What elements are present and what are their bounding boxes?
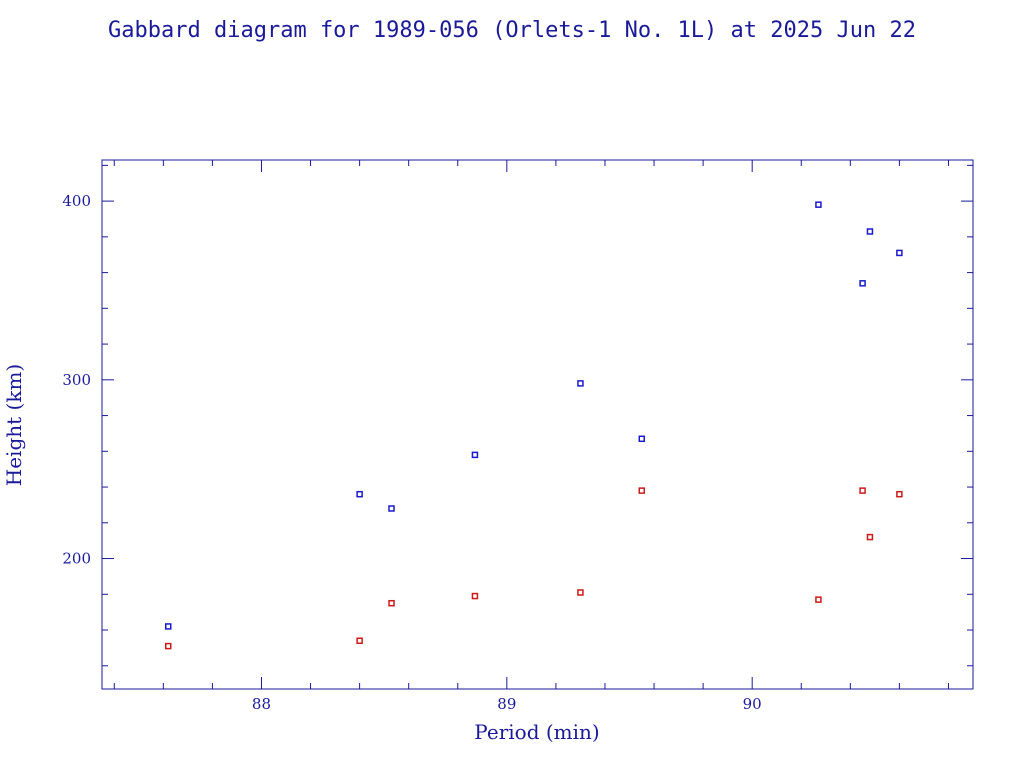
apogee-point	[896, 249, 903, 257]
y-tick-label: 300	[62, 371, 91, 389]
axis-ticks	[102, 160, 973, 689]
apogee-point	[638, 435, 646, 443]
x-tick-label: 88	[252, 695, 271, 713]
y-tick-label: 200	[62, 550, 91, 568]
perigee-point	[896, 490, 903, 498]
apogee-point	[859, 280, 866, 287]
apogee-point	[866, 228, 874, 235]
apogee-point	[356, 490, 363, 498]
apogee-point	[577, 380, 584, 387]
perigee-point	[388, 599, 395, 607]
perigee-point	[164, 642, 172, 650]
x-tick-label: 90	[743, 695, 762, 713]
apogee-point	[815, 201, 822, 208]
perigee-point	[577, 589, 584, 596]
axis-tick-labels: 88 89 90 200 300 400	[62, 192, 761, 713]
data-points	[164, 201, 903, 650]
chart-title: Gabbard diagram for 1989-056 (Orlets-1 N…	[108, 18, 916, 43]
apogee-point	[164, 623, 172, 630]
perigee-point	[815, 596, 822, 603]
apogee-point	[471, 451, 479, 459]
x-tick-label: 89	[497, 695, 516, 713]
plot-frame	[101, 159, 974, 690]
perigee-point	[859, 487, 866, 494]
apogee-point	[388, 505, 395, 512]
perigee-point	[356, 637, 363, 644]
perigee-point	[866, 533, 874, 541]
x-axis-label: Period (min)	[474, 720, 599, 744]
perigee-point	[471, 592, 479, 600]
y-tick-label: 400	[62, 192, 91, 210]
y-axis-label: Height (km)	[2, 364, 26, 486]
perigee-point	[638, 487, 646, 494]
